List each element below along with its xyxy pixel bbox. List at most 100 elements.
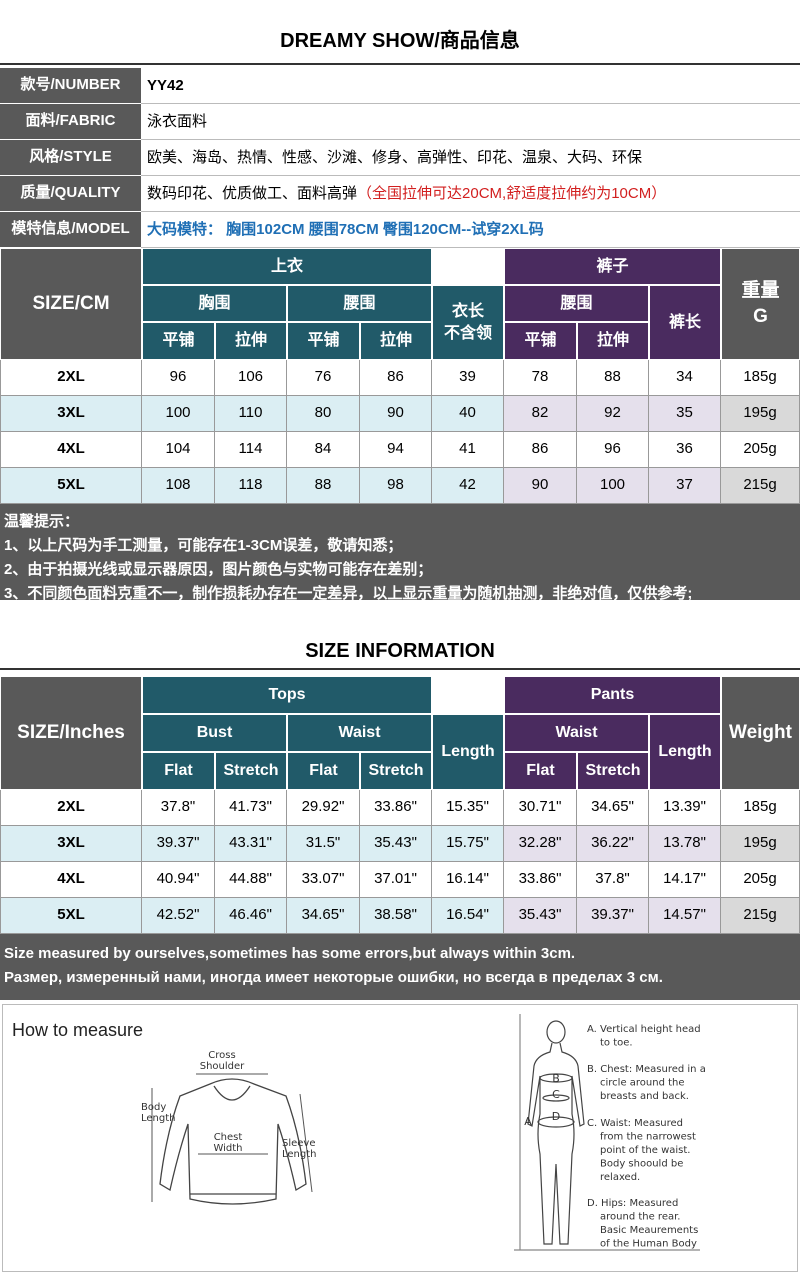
table-cell: 16.14" [432, 862, 504, 898]
measure-label: Shoulder [200, 1061, 245, 1072]
table-cell: 5XL [0, 898, 142, 934]
page-title: DREAMY SHOW/商品信息 [280, 30, 520, 52]
measure-title: How to measure [12, 1020, 144, 1040]
info-label: 款号/NUMBER [0, 68, 141, 104]
note-line: 3、不同颜色面料克重不一，制作损耗办存在一定差异，以上显示重量为随机抽测，非绝对… [4, 585, 693, 602]
table-cell: 42.52" [142, 898, 215, 934]
table-cell: 88 [577, 360, 649, 396]
table-cell: 195g [721, 826, 800, 862]
table-cell: 118 [215, 468, 287, 504]
table-cell: 39 [432, 360, 504, 396]
table-cell: 37.8" [142, 790, 215, 826]
table-cell: 100 [577, 468, 649, 504]
header-cell: 腰围 [504, 285, 649, 322]
header-cell: Length [649, 714, 721, 790]
info-row-line [141, 247, 800, 248]
table-cell: 31.5" [287, 826, 360, 862]
measure-label: around the rear. [600, 1212, 680, 1223]
header-text: 裤长 [668, 313, 701, 331]
table-cell: 86 [504, 432, 577, 468]
measure-label: A. Vertical height head [587, 1024, 701, 1035]
table-cell: 100 [142, 396, 215, 432]
measure-label: circle around the [600, 1078, 685, 1089]
table-cell: 82 [504, 396, 577, 432]
table-cell: 35.43" [360, 826, 432, 862]
notes-panel [0, 934, 800, 1000]
table-cell: 205g [721, 432, 800, 468]
measure-label: Basic Meaurements [600, 1225, 698, 1236]
table-cell: 34.65" [287, 898, 360, 934]
table-cell: 86 [360, 360, 432, 396]
divider [0, 63, 800, 65]
header-text: Length [441, 743, 495, 761]
header-text: 拉伸 [596, 332, 629, 350]
header-text: G [753, 306, 768, 327]
header-cell: 腰围 [287, 285, 432, 322]
measure-label: of the Human Body [600, 1239, 697, 1250]
note-line: 1、以上尺码为手工测量，可能存在1-3CM误差，敬请知悉； [4, 537, 403, 554]
header-text: Stretch [368, 762, 424, 780]
header-cell: 拉伸 [577, 322, 649, 360]
table-cell: 16.54" [432, 898, 504, 934]
table-cell: 41 [432, 432, 504, 468]
header-text: Flat [164, 762, 193, 780]
table-cell: 13.78" [649, 826, 721, 862]
header-cell: SIZE/CM [0, 248, 142, 360]
header-text: 裤子 [596, 257, 629, 275]
header-cell: 胸围 [142, 285, 287, 322]
table-cell: 37.01" [360, 862, 432, 898]
table-cell: 92 [577, 396, 649, 432]
table-cell: 80 [287, 396, 360, 432]
table-cell: 84 [287, 432, 360, 468]
table-cell: 42 [432, 468, 504, 504]
table-cell: 15.75" [432, 826, 504, 862]
note-line: 2、由于拍摄光线或显示器原因，图片颜色与实物可能存在差别； [4, 561, 433, 578]
section-title: SIZE INFORMATION [305, 640, 495, 662]
header-text: Flat [309, 762, 338, 780]
table-cell: 90 [504, 468, 577, 504]
table-cell: 205g [721, 862, 800, 898]
table-cell: 2XL [0, 790, 142, 826]
header-text: Waist [338, 724, 381, 742]
header-text: Weight [729, 722, 792, 744]
table-cell: 39.37" [142, 826, 215, 862]
info-text: 泳衣面料 [147, 113, 208, 130]
info-value: 欧美、海岛、热情、性感、沙滩、修身、高弹性、印花、温泉、大码、环保 [147, 140, 642, 176]
header-cell: 平铺 [287, 322, 360, 360]
header-cell: Tops [142, 676, 432, 714]
table-cell: 215g [721, 468, 800, 504]
header-cell: Pants [504, 676, 721, 714]
table-cell: 88 [287, 468, 360, 504]
header-text: 衣长 [451, 302, 484, 320]
header-cell: 上衣 [142, 248, 432, 285]
header-text: 腰围 [560, 294, 593, 312]
measure-label: Sleeve [282, 1138, 316, 1149]
header-text: 平铺 [307, 332, 340, 350]
header-text: Length [658, 743, 712, 761]
measure-label: A [524, 1115, 532, 1128]
header-text: Stretch [223, 762, 279, 780]
info-row-line [141, 103, 800, 104]
notes-panel [0, 504, 800, 600]
table-cell: 96 [142, 360, 215, 396]
table-cell: 44.88" [215, 862, 287, 898]
info-value: 数码印花、优质做工、面料高弹（全国拉伸可达20CM,舒适度拉伸约为10CM） [147, 176, 666, 212]
header-cell: Stretch [215, 752, 287, 790]
header-cell: Flat [504, 752, 577, 790]
table-cell: 108 [142, 468, 215, 504]
header-cell: Flat [142, 752, 215, 790]
header-text: 胸围 [198, 294, 231, 312]
header-cell: 重量 G [721, 248, 800, 360]
info-label: 风格/STYLE [0, 140, 141, 176]
header-cell: Waist [287, 714, 432, 752]
measure-label: from the narrowest [600, 1132, 696, 1143]
table-cell: 98 [360, 468, 432, 504]
table-cell: 36.22" [577, 826, 649, 862]
header-text: 平铺 [162, 332, 195, 350]
info-value: 大码模特： 胸围102CM 腰围78CM 臀围120CM--试穿2XL码 [147, 212, 544, 248]
header-text: Flat [526, 762, 555, 780]
header-cell: Length [432, 714, 504, 790]
header-text: 拉伸 [379, 332, 412, 350]
info-row-line [141, 211, 800, 212]
header-text: Waist [555, 724, 598, 742]
